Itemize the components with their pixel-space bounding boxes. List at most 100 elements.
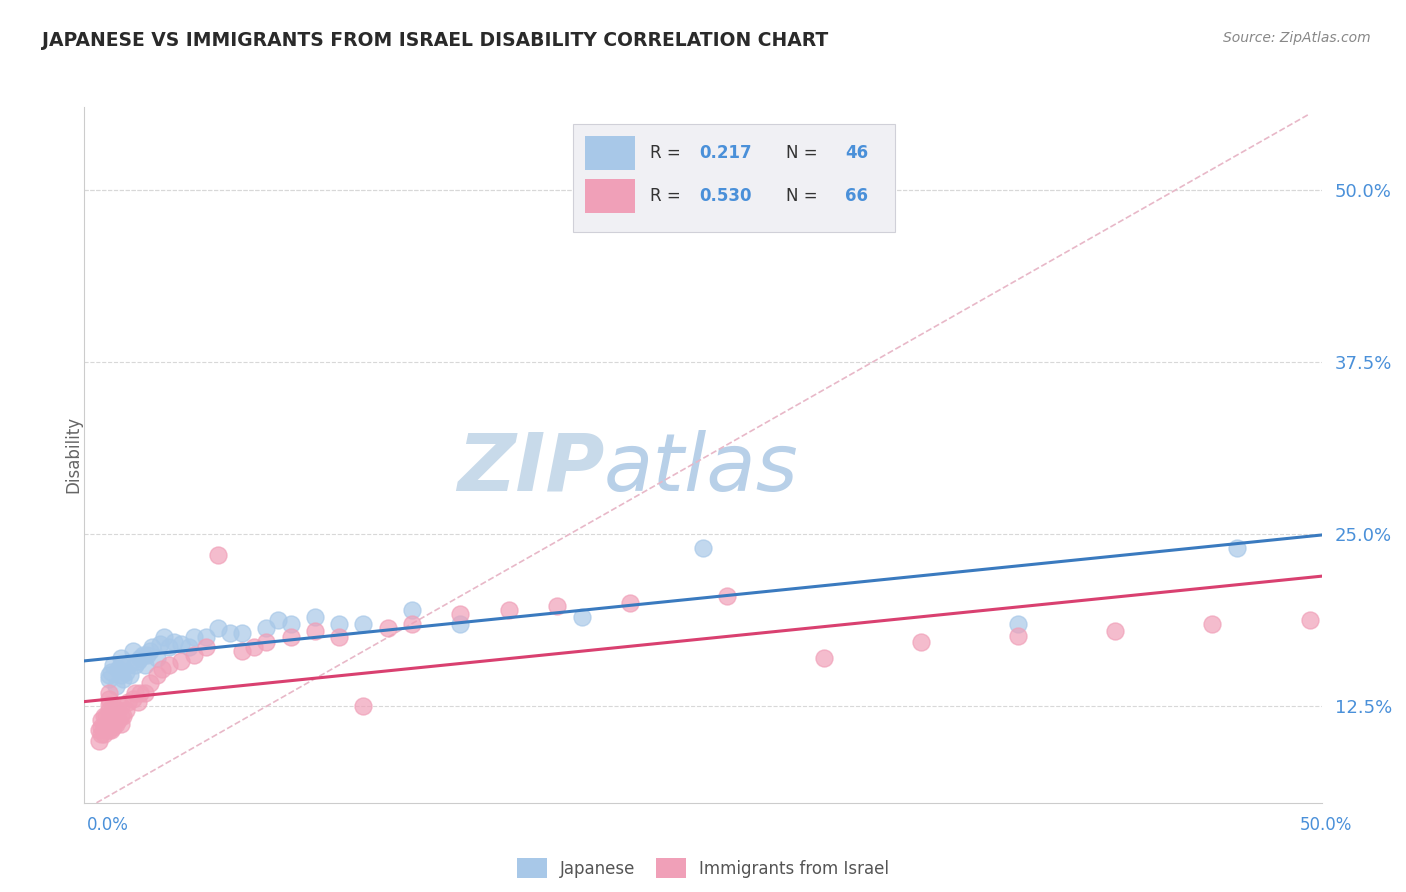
Point bbox=[139, 644, 162, 658]
Point bbox=[692, 541, 714, 555]
Point bbox=[112, 709, 135, 723]
Point bbox=[117, 658, 139, 673]
Point bbox=[157, 640, 180, 654]
Point bbox=[813, 651, 835, 665]
Point bbox=[280, 631, 302, 645]
Point bbox=[97, 698, 120, 712]
Point bbox=[107, 713, 129, 727]
Point bbox=[304, 609, 326, 624]
Point bbox=[127, 695, 149, 709]
Text: 50.0%: 50.0% bbox=[1301, 816, 1353, 834]
Point bbox=[97, 667, 120, 681]
Text: 0.217: 0.217 bbox=[699, 144, 752, 162]
Point bbox=[449, 607, 471, 621]
Point bbox=[207, 548, 229, 562]
Point bbox=[129, 651, 152, 665]
Point bbox=[219, 626, 242, 640]
Point bbox=[110, 667, 132, 681]
Text: 46: 46 bbox=[845, 144, 869, 162]
Point bbox=[1298, 613, 1320, 627]
Point bbox=[103, 699, 125, 714]
Point bbox=[90, 713, 112, 727]
Point bbox=[148, 637, 170, 651]
Point bbox=[124, 658, 146, 673]
Point bbox=[87, 733, 110, 747]
Point bbox=[170, 637, 193, 651]
FancyBboxPatch shape bbox=[585, 136, 636, 169]
Point bbox=[97, 704, 120, 718]
Text: N =: N = bbox=[786, 144, 823, 162]
Point bbox=[90, 727, 112, 741]
Point bbox=[304, 624, 326, 638]
Point bbox=[194, 640, 217, 654]
Text: atlas: atlas bbox=[605, 430, 799, 508]
Point bbox=[1007, 616, 1029, 631]
Point bbox=[1201, 616, 1223, 631]
Point bbox=[114, 704, 136, 718]
Point bbox=[177, 640, 200, 654]
Text: N =: N = bbox=[786, 187, 823, 205]
Point bbox=[716, 589, 738, 603]
Point bbox=[110, 658, 132, 673]
Point bbox=[122, 692, 145, 706]
Point bbox=[122, 644, 145, 658]
Point bbox=[134, 658, 156, 673]
Point bbox=[183, 631, 205, 645]
Point bbox=[96, 723, 118, 737]
Point bbox=[127, 654, 149, 668]
Point bbox=[93, 720, 115, 734]
Point bbox=[103, 709, 125, 723]
Text: ZIP: ZIP bbox=[457, 430, 605, 508]
Point bbox=[104, 717, 127, 731]
Point bbox=[498, 603, 520, 617]
Point bbox=[254, 621, 277, 635]
Point bbox=[449, 616, 471, 631]
Point bbox=[97, 692, 120, 706]
Point bbox=[1104, 624, 1126, 638]
Point bbox=[129, 685, 152, 699]
Point bbox=[170, 654, 193, 668]
Point bbox=[352, 699, 374, 714]
Point bbox=[100, 723, 122, 737]
Point bbox=[87, 723, 110, 737]
Point bbox=[150, 662, 173, 676]
Point bbox=[110, 709, 132, 723]
Legend: Japanese, Immigrants from Israel: Japanese, Immigrants from Israel bbox=[510, 851, 896, 885]
Point bbox=[93, 727, 115, 741]
Point bbox=[103, 720, 125, 734]
Point bbox=[231, 626, 253, 640]
Point bbox=[136, 648, 159, 663]
Point bbox=[146, 651, 169, 665]
Text: 0.0%: 0.0% bbox=[87, 816, 129, 834]
Point bbox=[100, 713, 122, 727]
Point bbox=[117, 695, 139, 709]
Point bbox=[97, 685, 120, 699]
Text: 66: 66 bbox=[845, 187, 869, 205]
Point bbox=[97, 717, 120, 731]
Point bbox=[377, 621, 399, 635]
Point bbox=[157, 658, 180, 673]
Point bbox=[139, 676, 162, 690]
Point bbox=[243, 640, 266, 654]
FancyBboxPatch shape bbox=[585, 179, 636, 213]
Point bbox=[280, 616, 302, 631]
Text: JAPANESE VS IMMIGRANTS FROM ISRAEL DISABILITY CORRELATION CHART: JAPANESE VS IMMIGRANTS FROM ISRAEL DISAB… bbox=[42, 31, 828, 50]
Point bbox=[131, 648, 153, 663]
Point bbox=[104, 706, 127, 721]
Point bbox=[112, 672, 135, 686]
Point bbox=[134, 685, 156, 699]
Text: Source: ZipAtlas.com: Source: ZipAtlas.com bbox=[1223, 31, 1371, 45]
Point bbox=[267, 613, 290, 627]
Point bbox=[619, 596, 641, 610]
Point bbox=[328, 616, 350, 631]
Point bbox=[153, 631, 176, 645]
Point bbox=[114, 665, 136, 679]
Text: R =: R = bbox=[650, 187, 686, 205]
Point bbox=[97, 723, 120, 737]
Point bbox=[141, 640, 163, 654]
Point bbox=[194, 631, 217, 645]
Point bbox=[163, 634, 186, 648]
Point bbox=[571, 609, 593, 624]
Point bbox=[103, 658, 125, 673]
Point bbox=[328, 631, 350, 645]
